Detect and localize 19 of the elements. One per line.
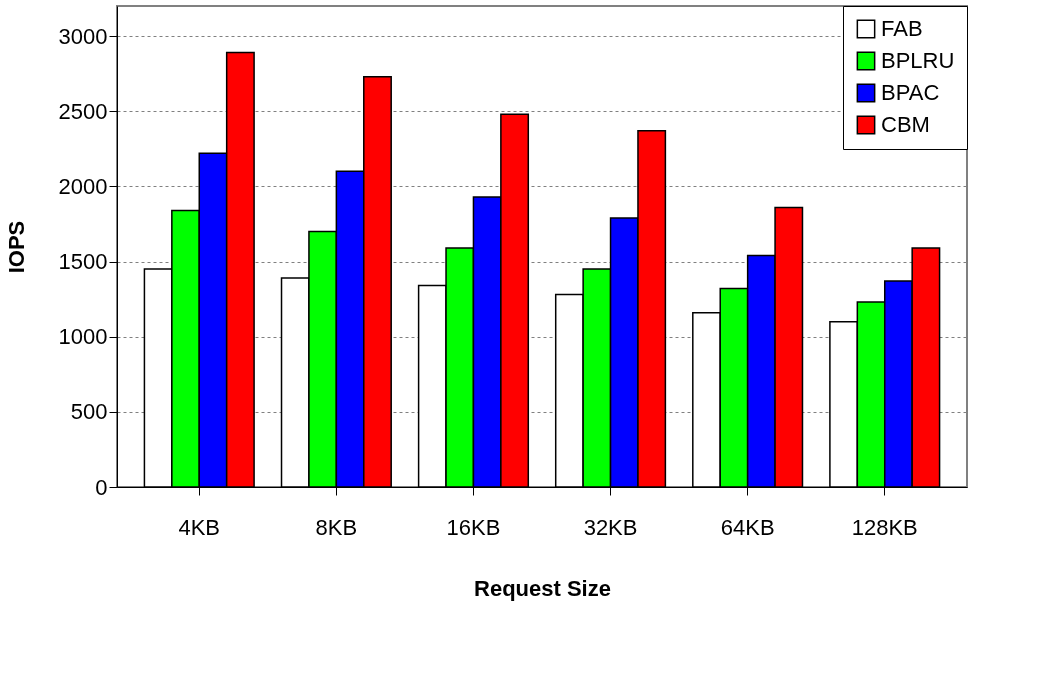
x-axis-title: Request Size bbox=[474, 575, 611, 601]
legend-label: CBM bbox=[881, 112, 930, 137]
y-tick-label: 500 bbox=[70, 399, 108, 425]
y-tick-label: 1500 bbox=[58, 249, 108, 275]
x-tick-label: 8KB bbox=[315, 514, 358, 540]
x-tick-label: 16KB bbox=[446, 514, 501, 540]
y-tick-label: 0 bbox=[95, 474, 108, 500]
y-tick-label: 2000 bbox=[58, 173, 108, 199]
x-tick-label: 128KB bbox=[851, 514, 918, 540]
x-tick-label: 4KB bbox=[178, 514, 221, 540]
x-tick-label: 64KB bbox=[720, 514, 775, 540]
legend-label: BPAC bbox=[881, 80, 940, 105]
x-tick-label: 32KB bbox=[583, 514, 638, 540]
y-tick-label: 2500 bbox=[58, 98, 108, 124]
legend-label: BPLRU bbox=[881, 48, 955, 73]
legend-label: FAB bbox=[881, 16, 923, 41]
y-axis-title: IOPS bbox=[3, 220, 29, 274]
y-tick-label: 1000 bbox=[58, 324, 108, 350]
y-tick-label: 3000 bbox=[58, 23, 108, 49]
